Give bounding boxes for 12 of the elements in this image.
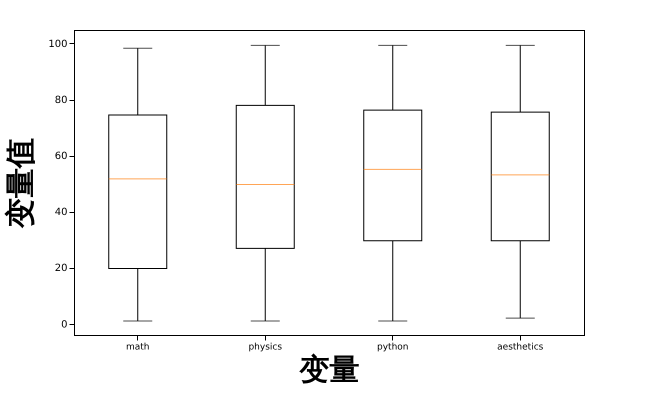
y-tick-label: 20 <box>54 263 68 274</box>
y-tick-label: 40 <box>54 207 68 218</box>
x-tick-label: physics <box>248 342 282 352</box>
y-tick-label: 60 <box>54 151 68 162</box>
x-tick-label: python <box>377 342 408 352</box>
y-axis-title: 变量值 <box>3 138 38 229</box>
y-tick-label: 0 <box>61 319 68 330</box>
y-tick-label: 80 <box>54 95 68 106</box>
x-axis-title: 变量 <box>298 352 360 386</box>
y-tick-label: 100 <box>48 38 68 50</box>
x-tick-label: aesthetics <box>497 342 544 352</box>
x-tick-label: math <box>126 342 150 352</box>
